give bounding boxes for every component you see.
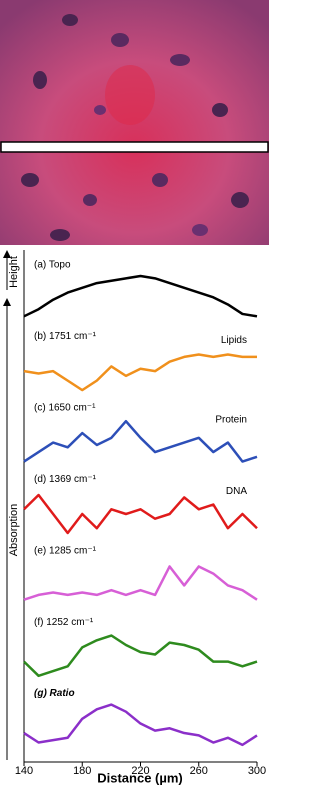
arrow-head <box>3 298 11 306</box>
annotation: DNA <box>226 486 247 497</box>
series-line <box>23 274 258 318</box>
series-line <box>23 703 258 747</box>
series-label: (c) 1650 cm⁻¹ <box>34 402 96 413</box>
histology-image <box>0 0 269 245</box>
x-tick-label: 220 <box>131 765 149 777</box>
series-line <box>23 353 257 392</box>
series-label: (g) Ratio <box>34 688 75 699</box>
annotation: Protein <box>215 414 247 425</box>
x-tick-label: 300 <box>248 765 266 777</box>
figure: Height Absorption Distance (µm) 140 180 22… <box>0 0 269 785</box>
series-line <box>23 493 258 535</box>
series-label: (b) 1751 cm⁻¹ <box>34 331 97 342</box>
series-line <box>23 419 258 463</box>
x-tick-label: 140 <box>15 765 33 777</box>
series-label: (d) 1369 cm⁻¹ <box>34 474 97 485</box>
series-label: (e) 1285 cm⁻¹ <box>34 545 97 556</box>
series-line <box>23 634 258 678</box>
x-tick-label: 260 <box>190 765 208 777</box>
series-line <box>23 565 258 601</box>
x-label: Distance (µm) <box>97 770 183 785</box>
y-label: Absorption <box>8 504 20 557</box>
y-label-top: Height <box>8 256 20 288</box>
arrow-head <box>3 250 11 258</box>
annotation: Lipids <box>221 335 247 346</box>
series-label: (f) 1252 cm⁻¹ <box>34 617 94 628</box>
series-label: (a) Topo <box>34 260 71 271</box>
x-tick-label: 180 <box>73 765 91 777</box>
